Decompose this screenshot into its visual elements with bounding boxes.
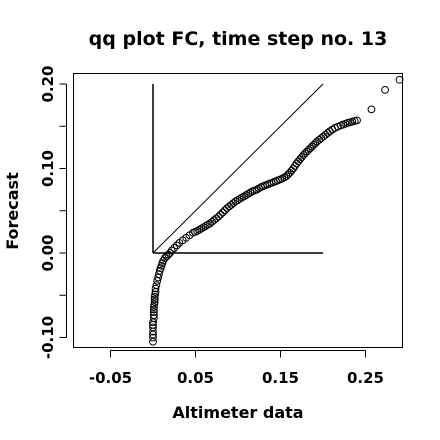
data-point xyxy=(240,192,248,201)
data-point xyxy=(151,284,160,293)
data-point xyxy=(278,174,287,183)
data-point xyxy=(149,303,158,311)
data-point xyxy=(150,298,159,306)
data-point xyxy=(193,227,202,235)
y-tick-label: 0.10 xyxy=(39,150,57,187)
y-axis-label: Forecast xyxy=(3,172,22,250)
data-point xyxy=(395,75,404,84)
data-point xyxy=(367,105,376,114)
data-point xyxy=(149,305,158,314)
x-tick-label: -0.05 xyxy=(89,369,132,387)
y-tick-label: 0.20 xyxy=(39,65,57,102)
y-axis: -0.10 0.00 0.10 0.20 xyxy=(39,65,67,359)
data-point xyxy=(244,189,253,198)
data-point xyxy=(155,270,163,279)
data-point xyxy=(149,314,158,322)
data-point xyxy=(150,293,159,301)
plot-frame xyxy=(73,73,403,348)
data-point xyxy=(166,249,174,257)
data-point xyxy=(252,185,261,194)
data-point xyxy=(149,333,157,342)
y-tick-label: 0.00 xyxy=(39,234,57,271)
data-point xyxy=(199,223,208,232)
data-point xyxy=(218,208,227,217)
x-tick-label: 0.15 xyxy=(262,369,299,387)
data-point xyxy=(167,246,176,255)
data-point xyxy=(150,300,159,309)
data-point xyxy=(353,116,361,125)
data-points xyxy=(149,75,404,346)
data-point xyxy=(216,210,225,219)
data-point xyxy=(170,244,179,252)
identity-reference-line xyxy=(152,83,324,254)
chart-title: qq plot FC, time step no. 13 xyxy=(89,28,388,50)
data-point xyxy=(150,295,159,304)
x-tick-label: 0.25 xyxy=(347,369,384,387)
data-point xyxy=(195,225,204,234)
data-point xyxy=(233,196,242,205)
data-point xyxy=(172,241,181,250)
data-point xyxy=(149,323,157,332)
reference-lines xyxy=(152,83,324,254)
x-axis-label: Altimeter data xyxy=(172,403,303,422)
data-point xyxy=(242,191,250,200)
y-tick-label: -0.10 xyxy=(39,316,57,359)
x-axis: -0.05 0.05 0.15 0.25 xyxy=(89,350,384,387)
data-point xyxy=(212,214,221,223)
data-point xyxy=(149,311,158,320)
x-tick-label: 0.05 xyxy=(177,369,214,387)
data-point xyxy=(201,222,210,230)
data-point xyxy=(197,224,206,233)
data-point xyxy=(151,290,160,299)
data-point xyxy=(235,195,244,203)
data-point xyxy=(152,281,161,290)
data-point xyxy=(254,184,263,193)
data-point xyxy=(231,197,240,206)
data-point xyxy=(214,212,223,221)
data-point xyxy=(381,86,389,94)
data-point xyxy=(149,308,158,317)
data-point xyxy=(246,188,255,197)
data-point xyxy=(237,193,246,202)
